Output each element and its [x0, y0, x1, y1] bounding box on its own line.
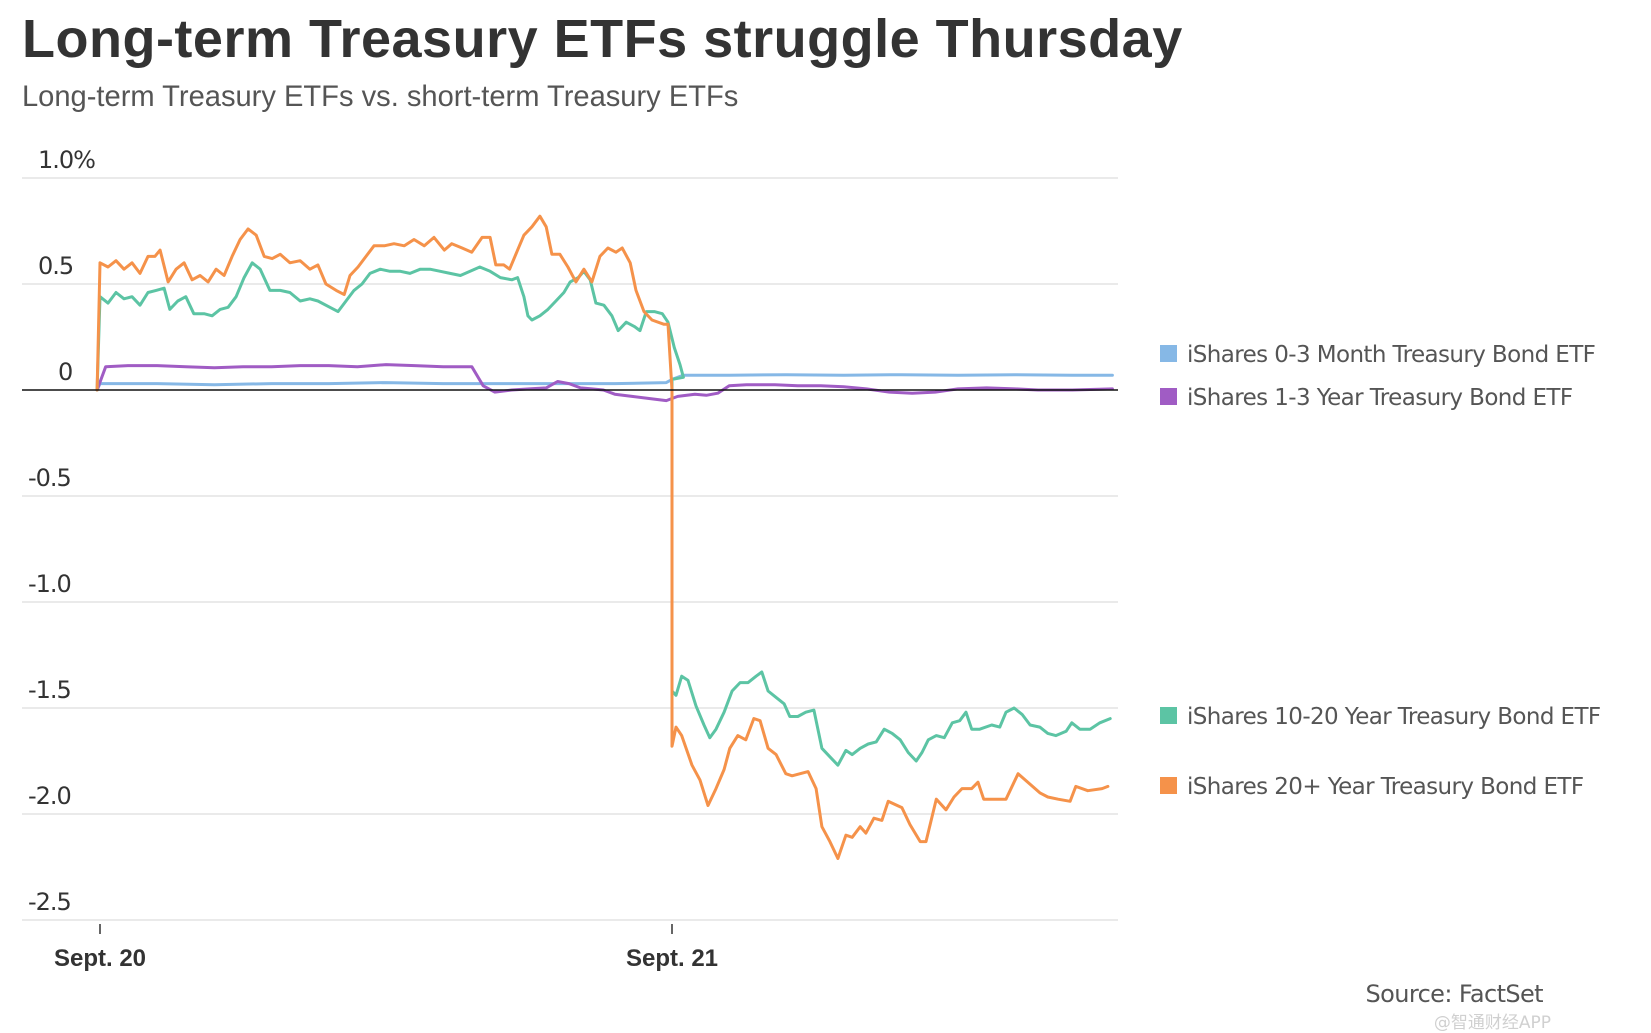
- legend: iShares 0-3 Month Treasury Bond ETF iShar…: [1160, 342, 1601, 800]
- x-tick-label: Sept. 21: [626, 945, 718, 972]
- gridlines: [22, 177, 1118, 921]
- y-tick-label: -0.5: [28, 464, 71, 492]
- y-tick-label: -1.5: [28, 676, 71, 704]
- series-line-3: [95, 214, 1110, 860]
- y-tick-label: -2.5: [28, 888, 71, 916]
- legend-swatch: [1160, 707, 1177, 724]
- source-note: Source: FactSet: [1365, 980, 1544, 1008]
- y-tick-label: -1.0: [28, 570, 71, 598]
- legend-swatch: [1160, 388, 1177, 405]
- legend-label: iShares 10-20 Year Treasury Bond ETF: [1187, 704, 1601, 730]
- chart-title: Long-term Treasury ETFs struggle Thursda…: [22, 9, 1183, 69]
- y-tick-label: 0.5: [38, 252, 73, 280]
- chart-subtitle: Long-term Treasury ETFs vs. short-term T…: [22, 80, 739, 113]
- legend-label: iShares 20+ Year Treasury Bond ETF: [1187, 774, 1583, 800]
- legend-item: iShares 0-3 Month Treasury Bond ETF: [1160, 342, 1596, 368]
- y-tick-label: 1.0%: [38, 146, 95, 174]
- y-tick-label: 0: [58, 358, 72, 386]
- legend-label: iShares 0-3 Month Treasury Bond ETF: [1187, 342, 1595, 368]
- legend-item: iShares 10-20 Year Treasury Bond ETF: [1160, 704, 1601, 730]
- series-line-2: [95, 261, 1112, 767]
- y-axis-ticks: 1.0% 0.5 0 -0.5 -1.0 -1.5 -2.0 -2.5: [28, 146, 96, 916]
- series-lines: [95, 214, 1114, 860]
- y-tick-label: -2.0: [28, 782, 71, 810]
- series-line-0: [95, 373, 1114, 392]
- legend-swatch: [1160, 777, 1177, 794]
- x-tick-label: Sept. 20: [54, 945, 146, 972]
- legend-item: iShares 1-3 Year Treasury Bond ETF: [1160, 385, 1573, 411]
- x-axis-ticks: Sept. 20 Sept. 21: [54, 924, 718, 972]
- watermark: @智通财经APP: [1433, 1013, 1551, 1033]
- legend-swatch: [1160, 345, 1177, 362]
- legend-label: iShares 1-3 Year Treasury Bond ETF: [1187, 385, 1573, 411]
- legend-item: iShares 20+ Year Treasury Bond ETF: [1160, 774, 1584, 800]
